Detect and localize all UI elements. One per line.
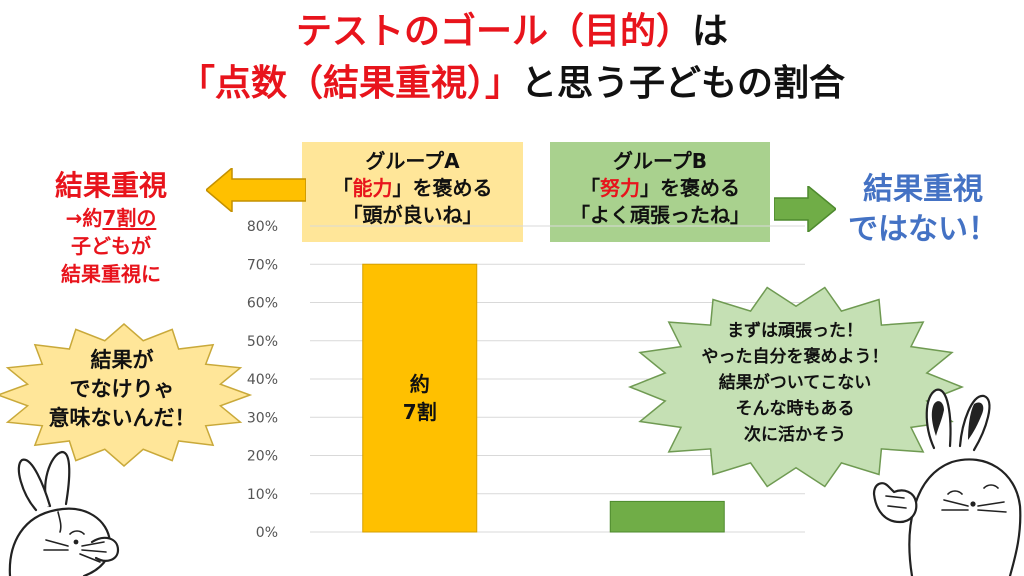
starburst-right-bubble bbox=[627, 286, 965, 488]
group-b-keyword: 努力 bbox=[600, 176, 640, 200]
bar-data-label: 約 bbox=[410, 372, 430, 396]
bubble-right-line-5: 次に活かそう bbox=[744, 425, 846, 445]
rabbit-icon bbox=[8, 450, 120, 576]
bubble-right-line-2: やった自分を褒めよう！ bbox=[701, 347, 889, 367]
group-b-praise-rest: 」を褒める bbox=[640, 176, 740, 200]
rabbit-thumbs-up-icon bbox=[872, 388, 1022, 576]
left-arrow-icon bbox=[206, 168, 306, 212]
starburst-shape bbox=[0, 323, 253, 467]
bubble-right-line-3: 結果がついてこない bbox=[718, 373, 872, 393]
y-tick-label: 30% bbox=[247, 410, 278, 426]
y-tick-label: 70% bbox=[247, 257, 278, 273]
group-a-praise-rest: 」を褒める bbox=[392, 176, 493, 200]
bubble-right-text: まずは頑張った！ やった自分を褒めよう！ 結果がついてこない そんな時もある 次… bbox=[666, 318, 924, 448]
title-goal-text: テストのゴール（目的） bbox=[295, 11, 692, 52]
left-note-heading: 結果重視 bbox=[54, 169, 167, 202]
group-a-praise: 「能力」を褒める bbox=[302, 175, 523, 202]
y-tick-label: 40% bbox=[247, 372, 278, 388]
group-b-praise: 「努力」を褒める bbox=[550, 175, 770, 202]
group-a-open-bracket: 「 bbox=[332, 176, 353, 200]
right-note-line-1: 結果重視 bbox=[863, 172, 983, 207]
bar-group-b bbox=[609, 500, 725, 533]
bubble-right-line-4: そんな時もある bbox=[735, 399, 855, 419]
left-note-prefix: →約 bbox=[65, 206, 103, 230]
chart-y-ticks: 0% 10% 20% 30% 40% 50% 60% 70% 80% bbox=[247, 219, 278, 541]
left-note: 結果重視 →約7割の 子どもが 結果重視に bbox=[16, 168, 206, 288]
bubble-right-line-1: まずは頑張った！ bbox=[727, 321, 863, 341]
y-tick-label: 10% bbox=[247, 487, 278, 503]
group-b-open-bracket: 「 bbox=[580, 176, 600, 200]
group-a-box: グループA 「能力」を褒める 「頭が良いね」 bbox=[302, 142, 523, 242]
starburst-shape bbox=[627, 286, 965, 488]
right-note: 結果重視 ではない！ bbox=[838, 170, 1008, 250]
title-ratio-text: と思う子どもの割合 bbox=[521, 63, 846, 104]
left-note-line-2: 子どもが bbox=[71, 234, 151, 258]
title-wa-text: は bbox=[692, 11, 729, 52]
bubble-left-line-3: 意味ないんだ！ bbox=[48, 406, 196, 430]
group-a-keyword: 能力 bbox=[352, 176, 393, 200]
group-a-name: グループA bbox=[365, 149, 460, 173]
bubble-left-text: 結果が でなけりゃ 意味ないんだ！ bbox=[22, 346, 222, 433]
page-title-line-2: 「点数（結果重視）」と思う子どもの割合 bbox=[0, 62, 1024, 106]
y-tick-label: 0% bbox=[256, 525, 278, 541]
group-a-example: 「頭が良いね」 bbox=[342, 203, 483, 227]
page-title-line-1: テストのゴール（目的）は bbox=[0, 10, 1024, 54]
right-note-line-2: ではない！ bbox=[848, 212, 998, 247]
title-score-text: 「点数（結果重視）」 bbox=[178, 63, 521, 104]
left-note-line-3: 結果重視に bbox=[61, 262, 161, 286]
bubble-left-line-1: 結果が bbox=[90, 348, 154, 372]
left-note-emphasis: 7割の bbox=[102, 206, 157, 230]
bar-data-label: 7割 bbox=[403, 400, 437, 424]
right-arrow-icon bbox=[774, 186, 836, 232]
bar-chart: 0% 10% 20% 30% 40% 50% 60% 70% 80% 約 7割 bbox=[247, 219, 805, 541]
chart-bar-labels: 約 7割 bbox=[403, 372, 437, 424]
y-tick-label: 60% bbox=[247, 296, 278, 312]
group-b-box: グループB 「努力」を褒める 「よく頑張ったね」 bbox=[550, 142, 770, 242]
group-b-name: グループB bbox=[612, 149, 708, 173]
y-tick-label: 20% bbox=[247, 449, 278, 465]
bar-group-a bbox=[362, 263, 478, 533]
group-b-example: 「よく頑張ったね」 bbox=[570, 203, 750, 227]
chart-bars bbox=[362, 263, 725, 533]
left-note-line-1: →約7割の bbox=[16, 204, 206, 232]
y-tick-label: 80% bbox=[247, 219, 278, 235]
y-tick-label: 50% bbox=[247, 334, 278, 350]
bubble-left-line-2: でなけりゃ bbox=[69, 377, 175, 401]
starburst-left-bubble bbox=[0, 323, 253, 467]
